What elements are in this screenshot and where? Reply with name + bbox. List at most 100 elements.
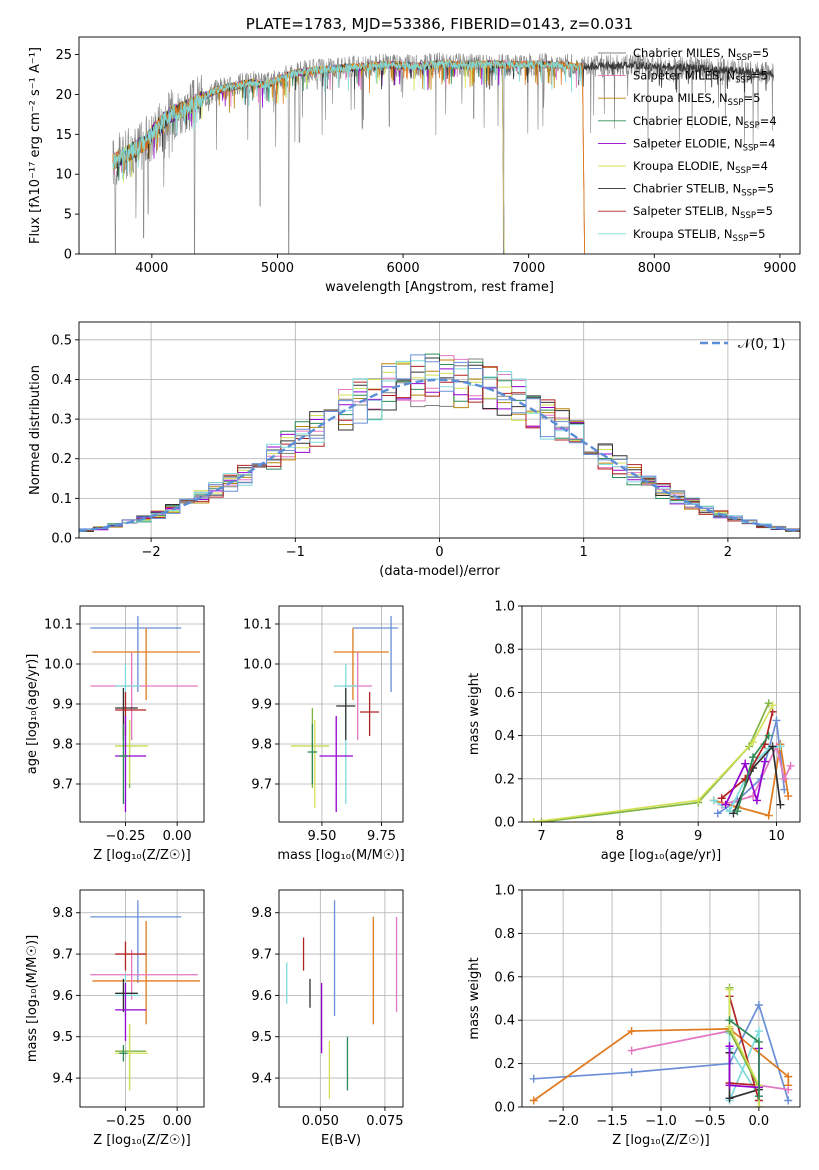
weight-marker xyxy=(784,1096,793,1105)
data-point xyxy=(90,652,198,740)
legend-entry: Salpeter MILES, NSSP=5 xyxy=(633,69,768,86)
data-point xyxy=(333,628,389,700)
y-tick-label: 0 xyxy=(64,248,72,263)
x-tick-label: 9.75 xyxy=(367,829,396,844)
plot-area xyxy=(112,52,774,254)
weight-marker xyxy=(717,794,726,803)
x-axis-label: Z [log₁₀(Z/Z☉)] xyxy=(612,1133,709,1148)
weight-marker xyxy=(768,701,777,710)
x-tick-label: −1 xyxy=(286,545,305,560)
weight-marker xyxy=(764,731,773,740)
weight-marker xyxy=(537,818,546,822)
data-point xyxy=(90,900,182,983)
data-point xyxy=(352,616,399,692)
panel-age_vs_mass: 9.50 9.75 9.7 9.8 9.9 10.0 10.1 mass [log₁₀(M/M… xyxy=(243,605,405,863)
data-point xyxy=(319,716,353,812)
axes-front: −2 −1 0 1 2 0.0 0.1 0.2 0.3 0.4 0.5 (data-model)/er… xyxy=(28,321,801,579)
weight-marker xyxy=(776,742,785,751)
y-tick-label: 0.6 xyxy=(494,686,515,701)
y-tick-label: 9.6 xyxy=(52,989,73,1004)
legend-suffix: =4 xyxy=(751,159,768,173)
y-tick-label: 1.0 xyxy=(494,600,515,615)
data-point xyxy=(115,664,140,804)
x-tick-label: 7 xyxy=(537,829,545,844)
y-tick-label: 0.0 xyxy=(494,1101,515,1116)
legend-entry: Kroupa STELIB, NSSP=5 xyxy=(633,227,765,244)
weight-marker xyxy=(725,1016,734,1025)
weight-marker xyxy=(627,1027,636,1036)
y-axis-label: mass weight xyxy=(467,673,482,755)
y-tick-label: 9.7 xyxy=(52,948,73,963)
weight-marker xyxy=(754,1027,763,1036)
legend-text: Kroupa MILES, N xyxy=(633,91,728,105)
panel-residuals: −2 −1 0 1 2 0.0 0.1 0.2 0.3 0.4 0.5 (data-model)/er… xyxy=(28,321,801,579)
x-tick-label: 9 xyxy=(694,829,702,844)
legend-sub: SSP xyxy=(741,189,757,199)
weight-marker xyxy=(784,1085,793,1094)
y-tick-label: 0.2 xyxy=(494,1057,515,1072)
y-tick-label: 9.6 xyxy=(251,989,272,1004)
data-point xyxy=(343,652,372,740)
axes-front: −0.25 0.00 9.4 9.5 9.6 9.7 9.8 Z [log₁₀(Z/Z☉)] m… xyxy=(25,889,205,1148)
y-tick-label: 20 xyxy=(55,88,72,103)
x-tick-label: 0.0 xyxy=(749,1114,770,1129)
y-tick-label: 0.4 xyxy=(494,729,515,744)
y-tick-label: 9.7 xyxy=(251,948,272,963)
weight-marker xyxy=(713,809,722,818)
panel-mass_vs_Z: −0.25 0.00 9.4 9.5 9.6 9.7 9.8 Z [log₁₀(Z/Z☉)] m… xyxy=(25,889,205,1148)
y-tick-label: 0.5 xyxy=(51,333,72,348)
weight-marker xyxy=(529,1096,538,1105)
y-tick-label: 10.1 xyxy=(243,618,272,633)
weight-marker xyxy=(741,759,750,768)
weight-marker xyxy=(627,1046,636,1055)
y-tick-label: 9.5 xyxy=(52,1030,73,1045)
plot-area xyxy=(290,616,399,812)
legend-sub: SSP xyxy=(736,53,752,63)
y-axis-label: mass weight xyxy=(467,957,482,1039)
weight-marker xyxy=(754,1001,763,1010)
weight-marker xyxy=(764,811,773,820)
weight-marker xyxy=(733,807,742,816)
weight-marker xyxy=(780,774,789,783)
weight-marker xyxy=(786,761,795,770)
x-tick-label: 0.00 xyxy=(163,1114,192,1129)
legend-entry: Chabrier STELIB, NSSP=5 xyxy=(633,182,774,199)
weight-marker xyxy=(754,1103,763,1107)
x-tick-label: 2 xyxy=(724,545,732,560)
weight-marker xyxy=(784,792,793,801)
x-tick-label: 8000 xyxy=(638,261,671,276)
x-axis-label: mass [log₁₀(M/M☉)] xyxy=(277,848,404,863)
data-point xyxy=(115,720,147,788)
data-point xyxy=(336,688,356,740)
x-axis-label: E(B-V) xyxy=(321,1133,361,1148)
legend-sub: SSP xyxy=(744,121,760,131)
plot-area xyxy=(529,983,793,1107)
y-tick-label: 10 xyxy=(55,168,72,183)
y-tick-label: 0.6 xyxy=(494,970,515,985)
legend-sub: SSP xyxy=(740,211,756,221)
y-tick-label: 0.8 xyxy=(494,927,515,942)
x-tick-label: −0.5 xyxy=(694,1114,726,1129)
legend-text: Chabrier ELODIE, N xyxy=(633,114,744,128)
data-point xyxy=(290,720,330,808)
data-point xyxy=(92,628,200,700)
legend-text: Kroupa STELIB, N xyxy=(633,227,733,241)
plot-area xyxy=(529,699,795,822)
plot-area xyxy=(79,353,800,533)
x-tick-label: −1.0 xyxy=(645,1114,677,1129)
axes-front: −0.25 0.00 9.7 9.8 9.9 10.0 10.1 Z [log₁₀(Z/Z☉)… xyxy=(25,605,205,863)
legend-suffix: =4 xyxy=(759,136,776,150)
y-tick-label: 0.3 xyxy=(51,413,72,428)
weight-marker xyxy=(754,1037,763,1046)
axes-frame xyxy=(78,36,801,255)
weight-marker xyxy=(772,716,781,725)
data-point xyxy=(307,724,318,784)
weight-marker xyxy=(529,1074,538,1083)
legend-text: Salpeter MILES, N xyxy=(633,69,735,83)
y-axis-label: age [log₁₀(age/yr)] xyxy=(25,654,40,775)
data-point xyxy=(115,978,138,1012)
y-tick-label: 0.0 xyxy=(494,816,515,831)
weight-marker xyxy=(627,1068,636,1077)
